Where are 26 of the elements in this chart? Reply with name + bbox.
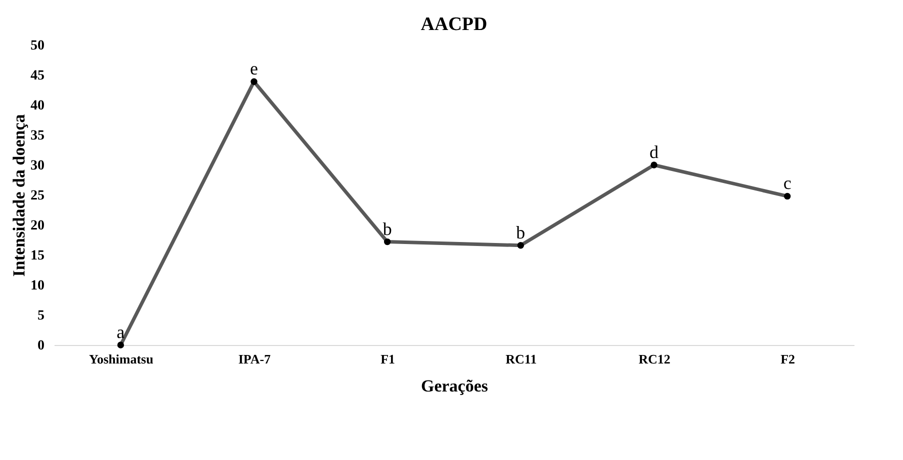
y-tick-label: 10 [30,278,44,294]
annotation: b [382,218,392,239]
annotation: e [250,58,258,79]
x-tick-label: RC12 [638,352,670,366]
y-axis-title: Intensidade da doença [10,114,28,277]
y-tick-label: 30 [30,158,44,174]
y-tick-label: 0 [38,338,44,354]
x-axis-title: Gerações [420,376,488,396]
x-tick-label: F1 [380,352,396,366]
x-tick-label: Yoshimatsu [89,352,154,366]
y-tick-label: 15 [30,248,44,264]
y-tick-label: 20 [30,218,44,234]
y-tick-label: 40 [30,98,44,114]
x-tick-label: F2 [780,352,796,366]
chart-title: AACPD [420,14,488,35]
y-tick-label: 5 [38,308,44,324]
annotation: a [116,322,125,342]
annotation: b [516,222,526,242]
y-tick-label: 45 [30,68,44,84]
y-tick-label: 35 [30,128,44,144]
x-tick-label: IPA-7 [238,352,272,366]
x-tick-label: RC11 [506,352,537,366]
annotation: c [783,173,792,194]
annotation: d [650,142,658,162]
y-tick-label: 25 [30,188,44,204]
y-tick-label: 50 [30,38,44,54]
